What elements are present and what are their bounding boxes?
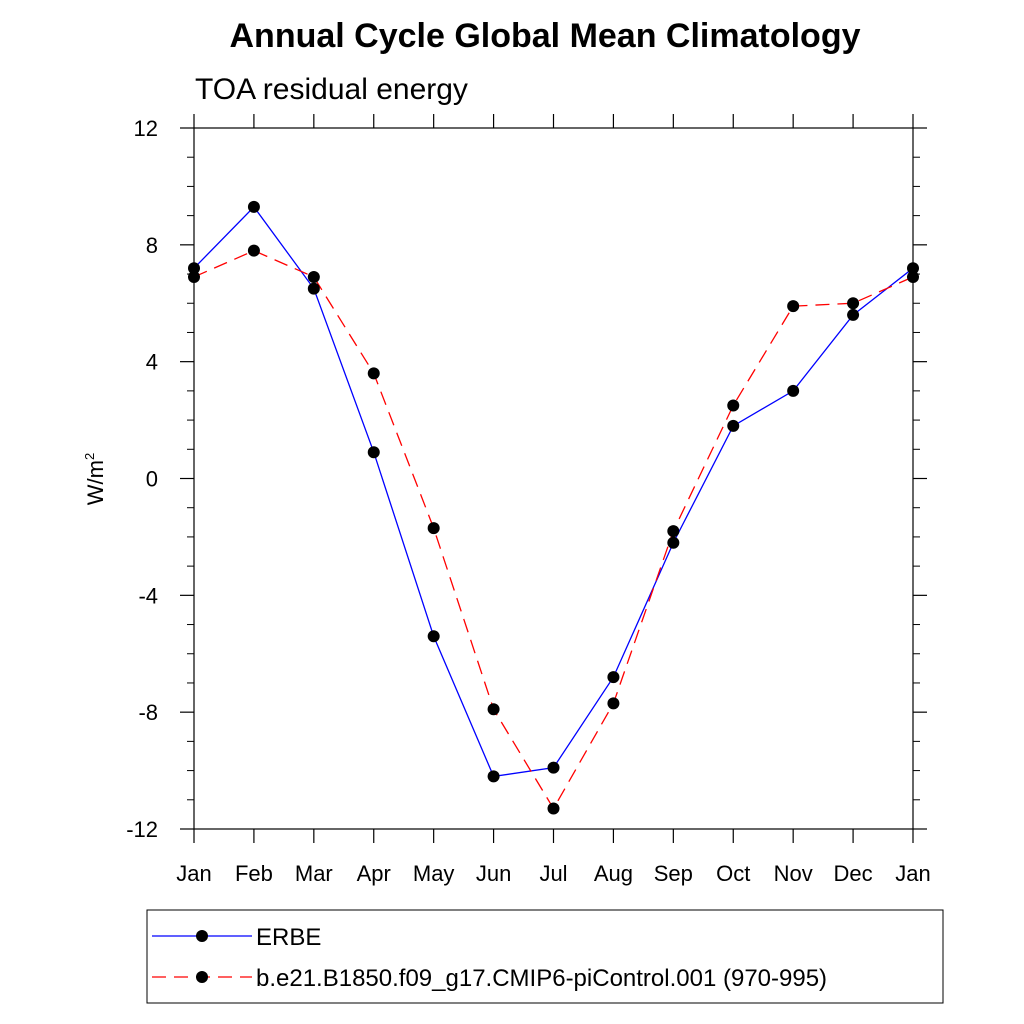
y-tick-label: -4 — [138, 583, 158, 608]
x-tick-label: Mar — [295, 861, 333, 886]
series-1-point — [787, 384, 800, 397]
y-tick-label: -8 — [138, 700, 158, 725]
series-1-point — [727, 419, 740, 432]
series-2-point — [427, 522, 440, 535]
series-1-point — [367, 446, 380, 459]
series-2-point — [907, 270, 919, 283]
y-axis-label-text: W/m — [83, 460, 108, 505]
series-line-2 — [193, 249, 914, 810]
series-1-point — [607, 671, 620, 684]
legend: ERBE b.e21.B1850.f09_g17.CMIP6-piControl.… — [146, 909, 944, 1004]
series-2-point — [247, 244, 260, 257]
series-2-point — [667, 525, 680, 538]
series-1-point — [247, 200, 260, 213]
y-tick-label: 4 — [146, 350, 158, 375]
y-tick-label: 0 — [146, 467, 158, 492]
series-2-point — [487, 703, 500, 716]
x-tick-label: Jan — [895, 861, 930, 886]
series-1-point — [847, 308, 860, 321]
plot-frame — [193, 127, 914, 830]
series-2-point — [547, 802, 560, 815]
series-1-point — [307, 282, 320, 295]
axes-ticks: 12 8 4 0 -4 -8 -12 Jan Feb Mar Apr May Jun Jul Aug Sep O… — [126, 114, 931, 886]
y-tick-label: 12 — [134, 116, 158, 141]
series-1-point — [487, 770, 500, 783]
y-axis-label: W/m2 — [82, 453, 108, 505]
x-tick-label: Jan — [176, 861, 211, 886]
x-tick-label: Aug — [594, 861, 633, 886]
x-tick-label: May — [413, 861, 455, 886]
x-tick-label: Oct — [716, 861, 750, 886]
x-tick-label: Feb — [235, 861, 273, 886]
series-2-point — [727, 399, 740, 412]
x-tick-label: Sep — [654, 861, 693, 886]
series-line-1 — [193, 205, 914, 778]
y-axis-label-superscript: 2 — [82, 453, 97, 460]
x-tick-label: Nov — [774, 861, 813, 886]
series-2-point — [307, 270, 320, 283]
series-1-point — [547, 761, 560, 774]
series-2-point — [367, 367, 380, 380]
series-1-point — [427, 630, 440, 643]
series-1-point — [188, 262, 200, 275]
series-lines — [188, 200, 919, 815]
legend-label-1: ERBE — [256, 924, 321, 951]
x-tick-label: Dec — [834, 861, 873, 886]
series-2-point — [607, 697, 620, 710]
series-2-point — [787, 300, 800, 313]
legend-label-2: b.e21.B1850.f09_g17.CMIP6-piControl.001 … — [256, 965, 827, 992]
series-2-point — [188, 270, 200, 283]
legend-marker-2 — [196, 971, 208, 983]
series-2-point — [847, 297, 860, 310]
legend-box — [146, 909, 944, 1004]
y-tick-label: 8 — [146, 233, 158, 258]
chart-title: Annual Cycle Global Mean Climatology — [230, 17, 861, 55]
series-1-point — [667, 536, 680, 549]
chart-subtitle: TOA residual energy — [195, 73, 468, 106]
x-tick-label: Jun — [476, 861, 511, 886]
legend-marker-1 — [196, 930, 208, 942]
x-tick-label: Apr — [357, 861, 391, 886]
y-tick-label: -12 — [126, 817, 158, 842]
series-1-point — [907, 262, 919, 275]
x-tick-label: Jul — [539, 861, 567, 886]
